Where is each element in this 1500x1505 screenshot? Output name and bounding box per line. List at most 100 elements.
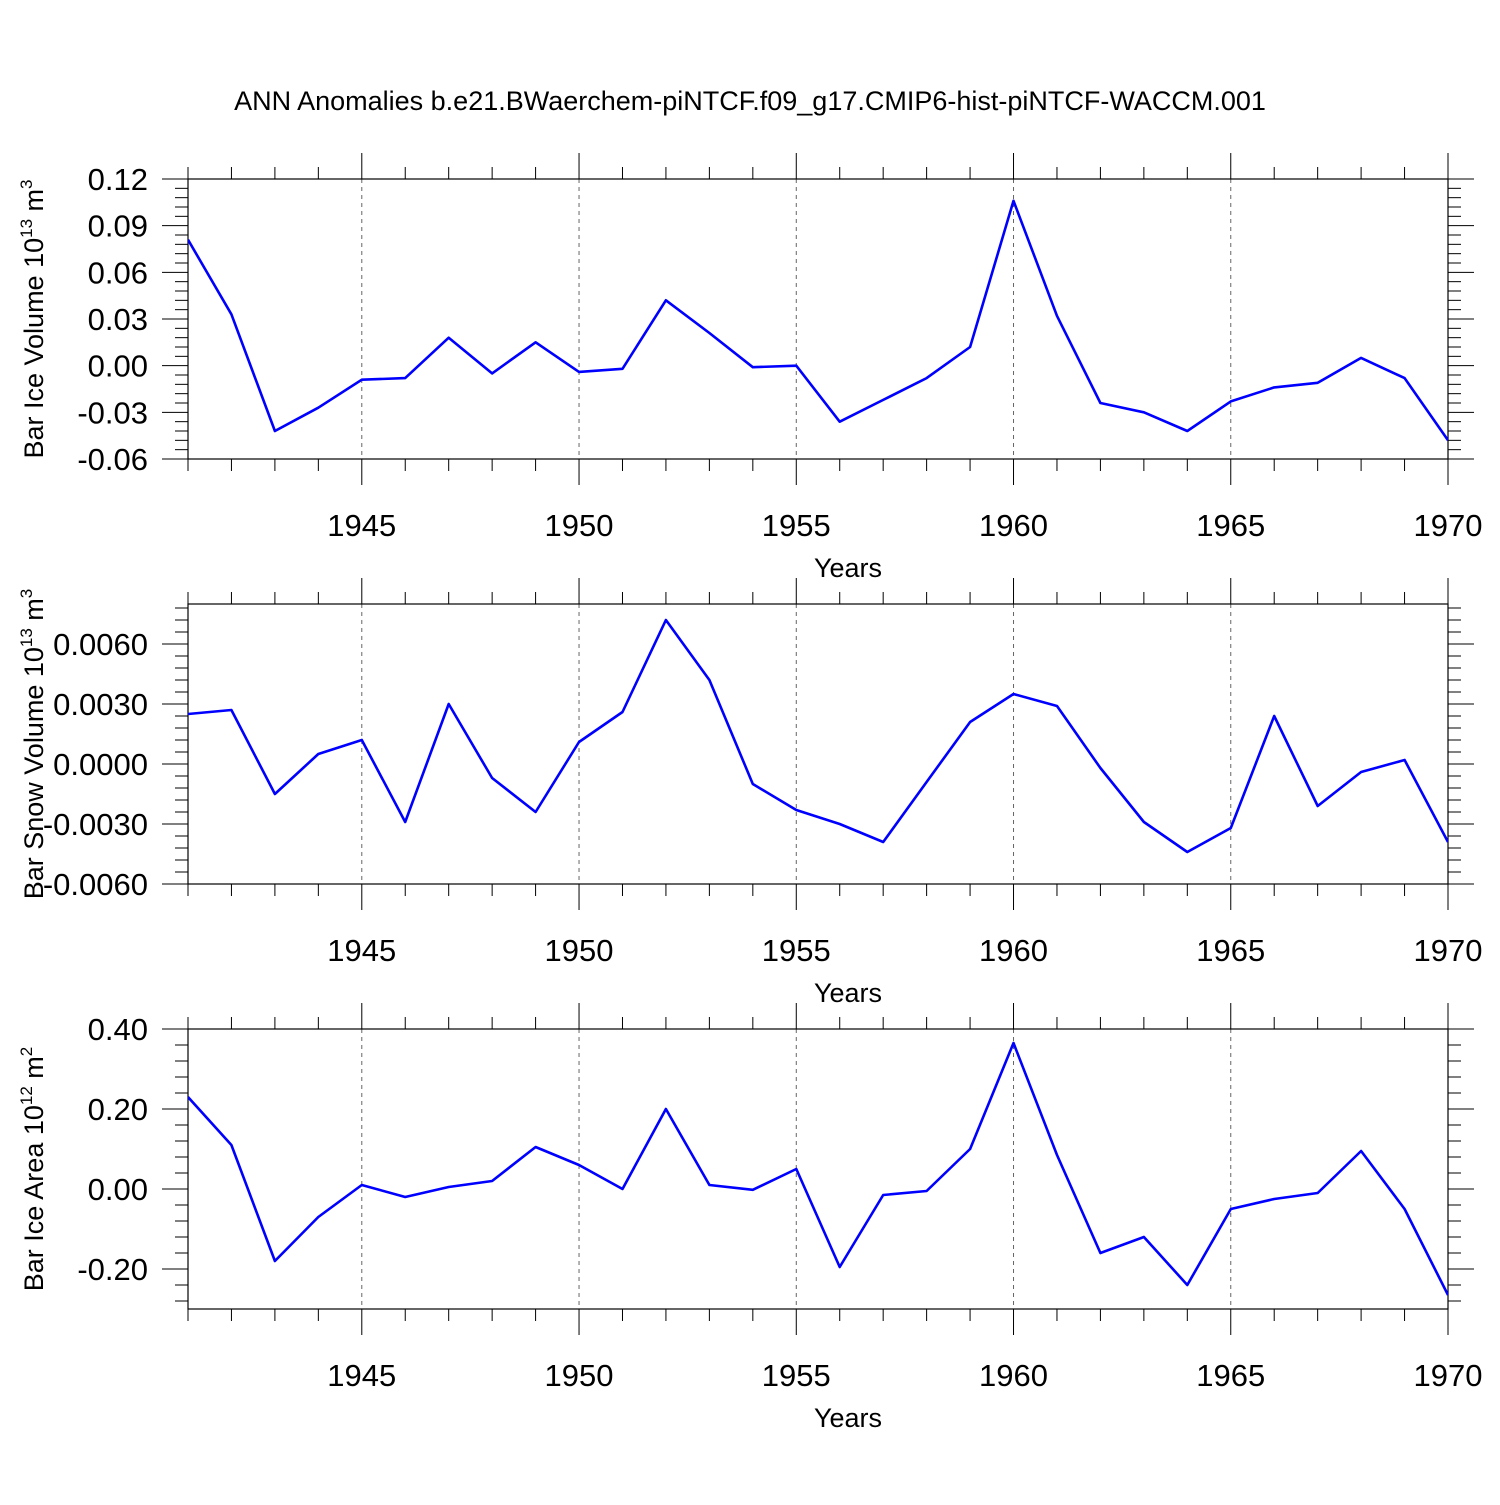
x-tick-label: 1960 [979, 1358, 1048, 1393]
data-point [1359, 1149, 1363, 1153]
data-point [1142, 820, 1146, 824]
data-point [316, 1215, 320, 1219]
data-point [968, 1147, 972, 1151]
data-point [1012, 1041, 1016, 1045]
data-point [1403, 1207, 1407, 1211]
data-point [1229, 1207, 1233, 1211]
data-point [664, 298, 668, 302]
data-point [534, 1145, 538, 1149]
data-point [1446, 1293, 1450, 1297]
data-point [1185, 1283, 1189, 1287]
data-point [664, 618, 668, 622]
data-point [577, 740, 581, 744]
y-tick-label: 0.20 [88, 1092, 148, 1127]
y-tick-label: -0.20 [77, 1252, 148, 1287]
x-tick-label: 1960 [979, 933, 1048, 968]
x-tick-label: 1970 [1414, 508, 1483, 543]
y-tick-label: 0.09 [88, 209, 148, 244]
panel-1: -0.06 -0.03 0.00 0.03 0.06 0.09 0.12 1945 1950 19… [17, 153, 1482, 583]
y-axis-label: Bar Snow Volume 1013 m3 [17, 589, 49, 900]
x-tick-label: 1950 [545, 508, 614, 543]
data-point [1446, 438, 1450, 442]
data-point [1012, 692, 1016, 696]
y-tick-label: 0.00 [88, 349, 148, 384]
data-point [838, 420, 842, 424]
data-point [229, 312, 233, 316]
data-point [1359, 770, 1363, 774]
data-point [316, 406, 320, 410]
y-tick-label: -0.06 [77, 442, 148, 477]
data-point [1098, 401, 1102, 405]
data-point [1403, 376, 1407, 380]
data-point [1446, 840, 1450, 844]
x-tick-label: 1955 [762, 1358, 831, 1393]
data-point [620, 710, 624, 714]
y-tick-label: 0.00 [88, 1172, 148, 1207]
data-point [968, 345, 972, 349]
series-line [188, 1041, 1448, 1296]
data-point [1012, 199, 1016, 203]
data-point [794, 364, 798, 368]
data-point [360, 738, 364, 742]
y-axis-label: Bar Ice Volume 1013 m3 [17, 179, 49, 458]
data-point [360, 1183, 364, 1187]
data-point [1359, 356, 1363, 360]
x-tick-label: 1945 [327, 1358, 396, 1393]
data-point [1142, 1235, 1146, 1239]
data-point [620, 367, 624, 371]
x-tick-label: 1970 [1414, 1358, 1483, 1393]
x-tick-label: 1970 [1414, 933, 1483, 968]
data-point [1185, 850, 1189, 854]
data-point [925, 780, 929, 784]
data-point [968, 720, 972, 724]
x-tick-label: 1955 [762, 508, 831, 543]
data-point [1316, 804, 1320, 808]
data-point [1142, 410, 1146, 414]
plot-frame [187, 1028, 1449, 1310]
data-point [881, 1193, 885, 1197]
data-point [664, 1107, 668, 1111]
data-point [534, 340, 538, 344]
x-axis-label: Years [814, 1403, 882, 1433]
data-point [186, 712, 190, 716]
data-point [751, 1188, 755, 1192]
data-point [794, 808, 798, 812]
data-point [751, 782, 755, 786]
data-point [1055, 314, 1059, 318]
x-tick-label: 1955 [762, 933, 831, 968]
data-point [403, 376, 407, 380]
data-point [1272, 1197, 1276, 1201]
data-point [751, 365, 755, 369]
data-point [534, 810, 538, 814]
y-axis-label: Bar Ice Area 1012 m2 [17, 1047, 49, 1292]
y-tick-label: 0.0000 [53, 747, 148, 782]
x-tick-label: 1945 [327, 933, 396, 968]
x-tick-label: 1965 [1196, 933, 1265, 968]
y-tick-label: 0.12 [88, 162, 148, 197]
data-point [490, 371, 494, 375]
y-tick-label: -0.0030 [43, 807, 148, 842]
data-point [707, 678, 711, 682]
chart-title: ANN Anomalies b.e21.BWaerchem-piNTCF.f09… [234, 86, 1266, 116]
data-point [403, 1195, 407, 1199]
data-point [447, 1185, 451, 1189]
data-point [490, 776, 494, 780]
x-tick-label: 1945 [327, 508, 396, 543]
x-tick-label: 1950 [545, 1358, 614, 1393]
y-tick-label: 0.03 [88, 302, 148, 337]
data-point [229, 1143, 233, 1147]
y-tick-label: 0.0060 [53, 627, 148, 662]
data-point [447, 336, 451, 340]
data-point [273, 429, 277, 433]
data-point [794, 1167, 798, 1171]
data-point [1272, 385, 1276, 389]
data-point [186, 1095, 190, 1099]
x-tick-label: 1965 [1196, 508, 1265, 543]
data-point [620, 1187, 624, 1191]
data-point [707, 1183, 711, 1187]
series-line [188, 199, 1448, 442]
panel-2: -0.0060 -0.0030 0.0000 0.0030 0.0060 1945 1950… [17, 578, 1482, 1008]
data-point [1055, 1153, 1059, 1157]
data-point [229, 708, 233, 712]
y-tick-label: -0.0060 [43, 867, 148, 902]
